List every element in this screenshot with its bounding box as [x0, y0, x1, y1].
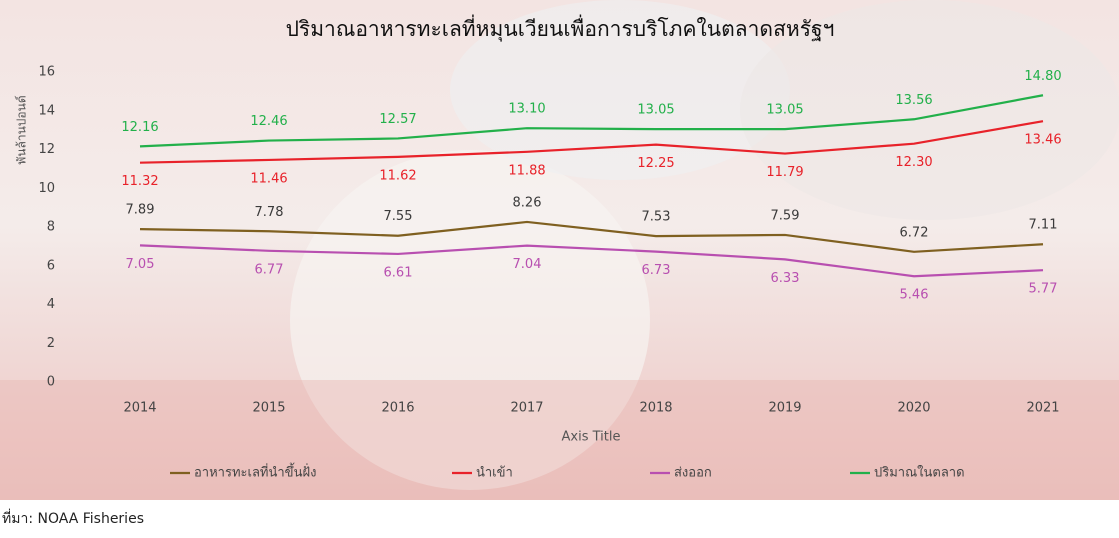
data-label: 6.72: [900, 225, 929, 240]
data-label: 7.04: [513, 257, 542, 272]
data-label: 13.05: [637, 103, 674, 118]
legend-label: ปริมาณในตลาด: [874, 465, 965, 481]
chart-title: ปริมาณอาหารทะเลที่หมุนเวียนเพื่อการบริโภ…: [286, 14, 835, 42]
data-label: 5.46: [900, 288, 929, 303]
data-label: 12.30: [895, 155, 932, 170]
data-label: 5.77: [1029, 282, 1058, 297]
y-tick-label: 8: [47, 220, 55, 235]
data-label: 11.62: [379, 168, 416, 183]
data-label: 7.78: [255, 205, 284, 220]
data-label: 7.05: [126, 257, 155, 272]
series-line: [139, 244, 1044, 278]
data-label: 8.26: [513, 195, 542, 210]
data-label: 7.53: [642, 210, 671, 225]
data-label: 6.33: [771, 271, 800, 286]
source-note: ที่มา: NOAA Fisheries: [2, 509, 144, 527]
series-line: [139, 94, 1044, 148]
data-label: 7.55: [384, 209, 413, 224]
y-tick-label: 10: [38, 181, 55, 196]
y-tick-label: 0: [47, 375, 55, 390]
legend-label: นำเข้า: [476, 466, 513, 481]
y-tick-label: 14: [38, 103, 55, 118]
data-label: 12.25: [637, 156, 674, 171]
data-label: 13.46: [1024, 133, 1061, 148]
x-tick-label: 2019: [768, 401, 801, 416]
data-label: 13.05: [766, 103, 803, 118]
x-tick-label: 2017: [510, 401, 543, 416]
data-label: 13.10: [508, 102, 545, 117]
background-shape: [450, 0, 790, 180]
y-tick-label: 6: [47, 258, 55, 273]
data-label: 11.88: [508, 163, 545, 178]
x-tick-label: 2021: [1026, 401, 1059, 416]
data-label: 12.57: [379, 112, 416, 127]
data-label: 7.11: [1029, 218, 1058, 233]
y-tick-label: 16: [38, 65, 55, 80]
legend-label: ส่งออก: [674, 466, 712, 481]
y-tick-label: 2: [47, 336, 55, 351]
x-tick-label: 2015: [252, 401, 285, 416]
x-tick-label: 2020: [897, 401, 930, 416]
background-shape: [740, 0, 1119, 220]
x-axis-title: Axis Title: [562, 430, 621, 445]
x-tick-label: 2018: [639, 401, 672, 416]
data-label: 7.89: [126, 203, 155, 218]
data-label: 13.56: [895, 93, 932, 108]
data-label: 14.80: [1024, 69, 1061, 84]
y-tick-label: 12: [38, 142, 55, 157]
series-line: [139, 220, 1044, 253]
series-line: [139, 120, 1044, 164]
data-label: 11.32: [121, 174, 158, 189]
data-label: 12.16: [121, 120, 158, 135]
x-tick-label: 2016: [381, 401, 414, 416]
legend-label: อาหารทะเลที่นำขึ้นฝั่ง: [194, 463, 316, 481]
y-axis-title: พันล้านปอนด์: [15, 95, 29, 164]
data-label: 6.77: [255, 262, 284, 277]
y-tick-label: 4: [47, 297, 55, 312]
data-label: 6.73: [642, 263, 671, 278]
data-label: 7.59: [771, 208, 800, 223]
x-tick-label: 2014: [123, 401, 156, 416]
data-label: 11.46: [250, 171, 287, 186]
data-label: 6.61: [384, 265, 413, 280]
data-label: 12.46: [250, 114, 287, 129]
background-shape: [0, 380, 1119, 500]
data-label: 11.79: [766, 165, 803, 180]
